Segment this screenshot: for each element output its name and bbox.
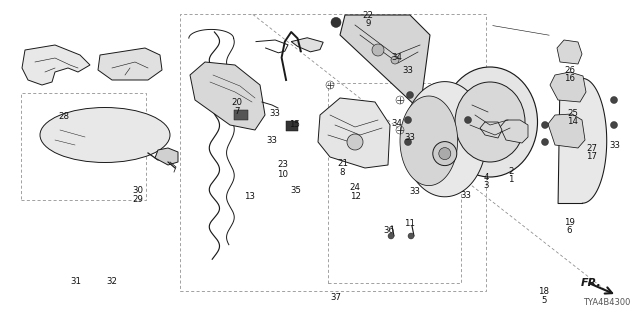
Circle shape (391, 56, 399, 64)
Text: 32: 32 (106, 277, 118, 286)
Ellipse shape (40, 108, 170, 163)
Text: 33: 33 (404, 133, 415, 142)
Text: TYA4B4300: TYA4B4300 (583, 298, 630, 307)
Circle shape (433, 141, 457, 166)
Text: 5: 5 (541, 296, 547, 305)
Circle shape (541, 139, 548, 146)
Circle shape (347, 134, 363, 150)
Polygon shape (480, 122, 502, 138)
Text: 8: 8 (340, 168, 345, 177)
Text: 15: 15 (289, 120, 300, 129)
Polygon shape (318, 98, 390, 168)
Text: 33: 33 (609, 141, 620, 150)
Text: 1: 1 (508, 175, 513, 184)
Circle shape (388, 233, 394, 239)
Polygon shape (557, 40, 582, 64)
Polygon shape (190, 62, 265, 130)
Circle shape (611, 97, 618, 103)
Text: 9: 9 (365, 20, 371, 28)
Text: 25: 25 (567, 109, 579, 118)
Polygon shape (340, 15, 430, 110)
Polygon shape (550, 72, 586, 102)
Text: 4: 4 (484, 173, 489, 182)
Text: 27: 27 (586, 144, 598, 153)
Text: 34: 34 (391, 119, 403, 128)
Text: 23: 23 (277, 160, 289, 169)
Text: 33: 33 (269, 109, 281, 118)
Polygon shape (403, 82, 486, 197)
Polygon shape (98, 48, 162, 80)
Text: 7: 7 (234, 108, 239, 116)
Text: 24: 24 (349, 183, 361, 192)
Text: 14: 14 (567, 117, 579, 126)
Circle shape (541, 122, 548, 129)
Circle shape (404, 139, 412, 146)
Text: 21: 21 (337, 159, 348, 168)
Polygon shape (558, 78, 607, 203)
Circle shape (611, 122, 618, 129)
Text: 26: 26 (564, 66, 575, 75)
Bar (286, 121, 298, 131)
Text: 13: 13 (244, 192, 255, 201)
Text: 20: 20 (231, 98, 243, 107)
Text: 33: 33 (402, 66, 413, 75)
Text: 37: 37 (330, 293, 342, 302)
Text: 31: 31 (70, 277, 81, 286)
Text: 22: 22 (362, 11, 374, 20)
Polygon shape (291, 38, 323, 52)
Ellipse shape (442, 67, 538, 177)
Text: 30: 30 (132, 186, 143, 195)
Text: 35: 35 (290, 186, 301, 195)
Polygon shape (400, 96, 458, 186)
Text: 36: 36 (383, 226, 395, 235)
Polygon shape (500, 120, 528, 143)
Text: 11: 11 (404, 220, 415, 228)
Text: FR.: FR. (581, 278, 602, 288)
Text: 33: 33 (266, 136, 278, 145)
Text: 6: 6 (567, 226, 572, 235)
Text: 16: 16 (564, 74, 575, 83)
Text: 17: 17 (586, 152, 598, 161)
Circle shape (331, 17, 341, 28)
Text: 18: 18 (538, 287, 550, 296)
Circle shape (439, 148, 451, 160)
Text: 12: 12 (349, 192, 361, 201)
Text: 29: 29 (132, 196, 143, 204)
Text: 33: 33 (409, 188, 420, 196)
Ellipse shape (455, 82, 525, 162)
Text: 10: 10 (277, 170, 289, 179)
Circle shape (408, 233, 414, 239)
Bar (234, 110, 248, 120)
Circle shape (406, 92, 413, 99)
Text: 33: 33 (460, 191, 472, 200)
Circle shape (465, 116, 472, 124)
Text: 3: 3 (484, 181, 489, 190)
Circle shape (372, 44, 384, 56)
Polygon shape (22, 45, 90, 85)
Polygon shape (548, 114, 585, 148)
Text: 34: 34 (391, 53, 403, 62)
Polygon shape (155, 148, 178, 165)
Text: 28: 28 (58, 112, 70, 121)
Text: 2: 2 (508, 167, 513, 176)
Text: 19: 19 (564, 218, 575, 227)
Circle shape (404, 116, 412, 124)
